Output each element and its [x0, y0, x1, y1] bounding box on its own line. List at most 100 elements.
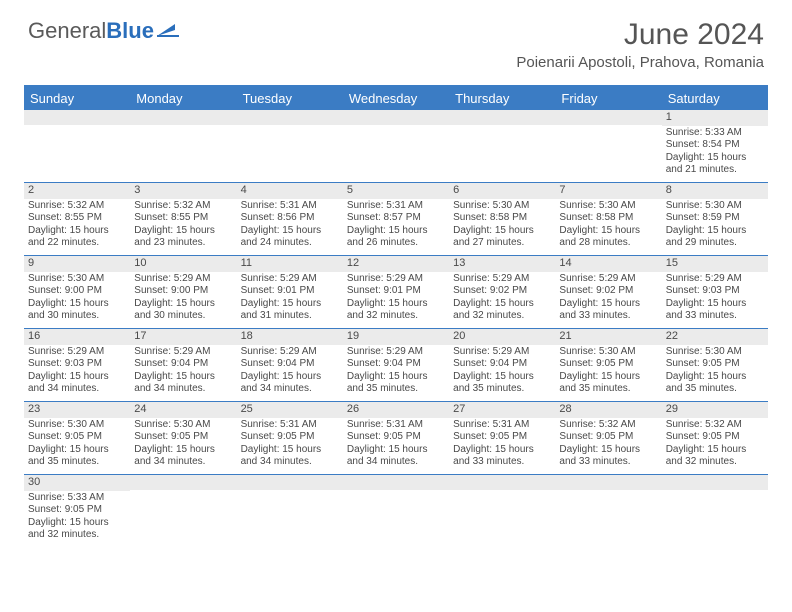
sunrise-text: Sunrise: 5:33 AM	[28, 492, 126, 505]
day-body: Sunrise: 5:29 AMSunset: 9:03 PMDaylight:…	[24, 345, 130, 398]
day-cell: 24Sunrise: 5:30 AMSunset: 9:05 PMDayligh…	[130, 402, 236, 474]
daylight-text: Daylight: 15 hours and 34 minutes.	[347, 444, 445, 469]
day-body: Sunrise: 5:29 AMSunset: 9:00 PMDaylight:…	[130, 272, 236, 325]
day-cell	[130, 475, 236, 547]
day-cell: 2Sunrise: 5:32 AMSunset: 8:55 PMDaylight…	[24, 183, 130, 255]
day-cell: 7Sunrise: 5:30 AMSunset: 8:58 PMDaylight…	[555, 183, 661, 255]
day-cell: 4Sunrise: 5:31 AMSunset: 8:56 PMDaylight…	[237, 183, 343, 255]
sunrise-text: Sunrise: 5:31 AM	[347, 419, 445, 432]
sunset-text: Sunset: 9:02 PM	[559, 285, 657, 298]
daylight-text: Daylight: 15 hours and 34 minutes.	[134, 371, 232, 396]
sunset-text: Sunset: 9:01 PM	[347, 285, 445, 298]
sunset-text: Sunset: 9:05 PM	[453, 431, 551, 444]
sunrise-text: Sunrise: 5:29 AM	[28, 346, 126, 359]
sunset-text: Sunset: 9:03 PM	[666, 285, 764, 298]
day-number	[449, 110, 555, 125]
sunrise-text: Sunrise: 5:29 AM	[666, 273, 764, 286]
sunset-text: Sunset: 9:03 PM	[28, 358, 126, 371]
sunrise-text: Sunrise: 5:30 AM	[453, 200, 551, 213]
sunset-text: Sunset: 9:04 PM	[134, 358, 232, 371]
day-cell: 23Sunrise: 5:30 AMSunset: 9:05 PMDayligh…	[24, 402, 130, 474]
day-number: 24	[130, 402, 236, 418]
day-cell: 30Sunrise: 5:33 AMSunset: 9:05 PMDayligh…	[24, 475, 130, 547]
day-body: Sunrise: 5:29 AMSunset: 9:04 PMDaylight:…	[130, 345, 236, 398]
day-number: 27	[449, 402, 555, 418]
day-cell: 22Sunrise: 5:30 AMSunset: 9:05 PMDayligh…	[662, 329, 768, 401]
sunset-text: Sunset: 8:59 PM	[666, 212, 764, 225]
day-cell: 12Sunrise: 5:29 AMSunset: 9:01 PMDayligh…	[343, 256, 449, 328]
daylight-text: Daylight: 15 hours and 34 minutes.	[241, 444, 339, 469]
sunset-text: Sunset: 8:54 PM	[666, 139, 764, 152]
day-number	[237, 110, 343, 125]
daylight-text: Daylight: 15 hours and 27 minutes.	[453, 225, 551, 250]
daylight-text: Daylight: 15 hours and 28 minutes.	[559, 225, 657, 250]
sunset-text: Sunset: 8:56 PM	[241, 212, 339, 225]
day-number: 25	[237, 402, 343, 418]
sunrise-text: Sunrise: 5:29 AM	[347, 273, 445, 286]
day-cell: 27Sunrise: 5:31 AMSunset: 9:05 PMDayligh…	[449, 402, 555, 474]
sunrise-text: Sunrise: 5:30 AM	[559, 346, 657, 359]
day-number: 4	[237, 183, 343, 199]
day-body: Sunrise: 5:30 AMSunset: 9:05 PMDaylight:…	[130, 418, 236, 471]
sunrise-text: Sunrise: 5:30 AM	[666, 200, 764, 213]
sunrise-text: Sunrise: 5:30 AM	[28, 419, 126, 432]
daylight-text: Daylight: 15 hours and 33 minutes.	[666, 298, 764, 323]
daylight-text: Daylight: 15 hours and 34 minutes.	[134, 444, 232, 469]
sunset-text: Sunset: 9:05 PM	[666, 358, 764, 371]
day-cell: 3Sunrise: 5:32 AMSunset: 8:55 PMDaylight…	[130, 183, 236, 255]
day-cell: 25Sunrise: 5:31 AMSunset: 9:05 PMDayligh…	[237, 402, 343, 474]
daylight-text: Daylight: 15 hours and 35 minutes.	[666, 371, 764, 396]
daylight-text: Daylight: 15 hours and 24 minutes.	[241, 225, 339, 250]
day-header-monday: Monday	[130, 87, 236, 110]
day-body: Sunrise: 5:31 AMSunset: 9:05 PMDaylight:…	[237, 418, 343, 471]
day-header-sunday: Sunday	[24, 87, 130, 110]
day-number	[130, 475, 236, 490]
sunrise-text: Sunrise: 5:30 AM	[134, 419, 232, 432]
day-number	[343, 110, 449, 125]
day-body: Sunrise: 5:32 AMSunset: 9:05 PMDaylight:…	[662, 418, 768, 471]
sunset-text: Sunset: 9:05 PM	[559, 431, 657, 444]
day-header-friday: Friday	[555, 87, 661, 110]
sunset-text: Sunset: 8:55 PM	[28, 212, 126, 225]
day-body: Sunrise: 5:29 AMSunset: 9:04 PMDaylight:…	[343, 345, 449, 398]
daylight-text: Daylight: 15 hours and 35 minutes.	[28, 444, 126, 469]
daylight-text: Daylight: 15 hours and 26 minutes.	[347, 225, 445, 250]
day-number: 7	[555, 183, 661, 199]
day-body: Sunrise: 5:29 AMSunset: 9:01 PMDaylight:…	[343, 272, 449, 325]
sunrise-text: Sunrise: 5:33 AM	[666, 127, 764, 140]
day-cell	[343, 110, 449, 182]
sunrise-text: Sunrise: 5:29 AM	[241, 346, 339, 359]
day-cell: 13Sunrise: 5:29 AMSunset: 9:02 PMDayligh…	[449, 256, 555, 328]
day-number	[662, 475, 768, 490]
day-header-tuesday: Tuesday	[237, 87, 343, 110]
day-body: Sunrise: 5:30 AMSunset: 9:05 PMDaylight:…	[555, 345, 661, 398]
sunrise-text: Sunrise: 5:32 AM	[666, 419, 764, 432]
sunset-text: Sunset: 9:05 PM	[666, 431, 764, 444]
sunrise-text: Sunrise: 5:31 AM	[453, 419, 551, 432]
sunrise-text: Sunrise: 5:29 AM	[134, 273, 232, 286]
day-number: 22	[662, 329, 768, 345]
day-body: Sunrise: 5:29 AMSunset: 9:02 PMDaylight:…	[449, 272, 555, 325]
weeks-container: 1Sunrise: 5:33 AMSunset: 8:54 PMDaylight…	[24, 110, 768, 547]
day-number	[343, 475, 449, 490]
sunset-text: Sunset: 8:57 PM	[347, 212, 445, 225]
sunset-text: Sunset: 9:04 PM	[453, 358, 551, 371]
day-cell	[662, 475, 768, 547]
day-cell: 10Sunrise: 5:29 AMSunset: 9:00 PMDayligh…	[130, 256, 236, 328]
logo: GeneralBlue	[28, 18, 179, 44]
day-body: Sunrise: 5:30 AMSunset: 8:59 PMDaylight:…	[662, 199, 768, 252]
daylight-text: Daylight: 15 hours and 22 minutes.	[28, 225, 126, 250]
day-cell: 1Sunrise: 5:33 AMSunset: 8:54 PMDaylight…	[662, 110, 768, 182]
day-cell: 8Sunrise: 5:30 AMSunset: 8:59 PMDaylight…	[662, 183, 768, 255]
daylight-text: Daylight: 15 hours and 32 minutes.	[453, 298, 551, 323]
day-number	[555, 110, 661, 125]
day-body: Sunrise: 5:29 AMSunset: 9:03 PMDaylight:…	[662, 272, 768, 325]
day-cell: 20Sunrise: 5:29 AMSunset: 9:04 PMDayligh…	[449, 329, 555, 401]
day-cell: 19Sunrise: 5:29 AMSunset: 9:04 PMDayligh…	[343, 329, 449, 401]
day-number: 11	[237, 256, 343, 272]
day-cell: 15Sunrise: 5:29 AMSunset: 9:03 PMDayligh…	[662, 256, 768, 328]
day-body: Sunrise: 5:29 AMSunset: 9:04 PMDaylight:…	[449, 345, 555, 398]
day-body: Sunrise: 5:31 AMSunset: 8:56 PMDaylight:…	[237, 199, 343, 252]
day-number: 3	[130, 183, 236, 199]
sunset-text: Sunset: 9:01 PM	[241, 285, 339, 298]
